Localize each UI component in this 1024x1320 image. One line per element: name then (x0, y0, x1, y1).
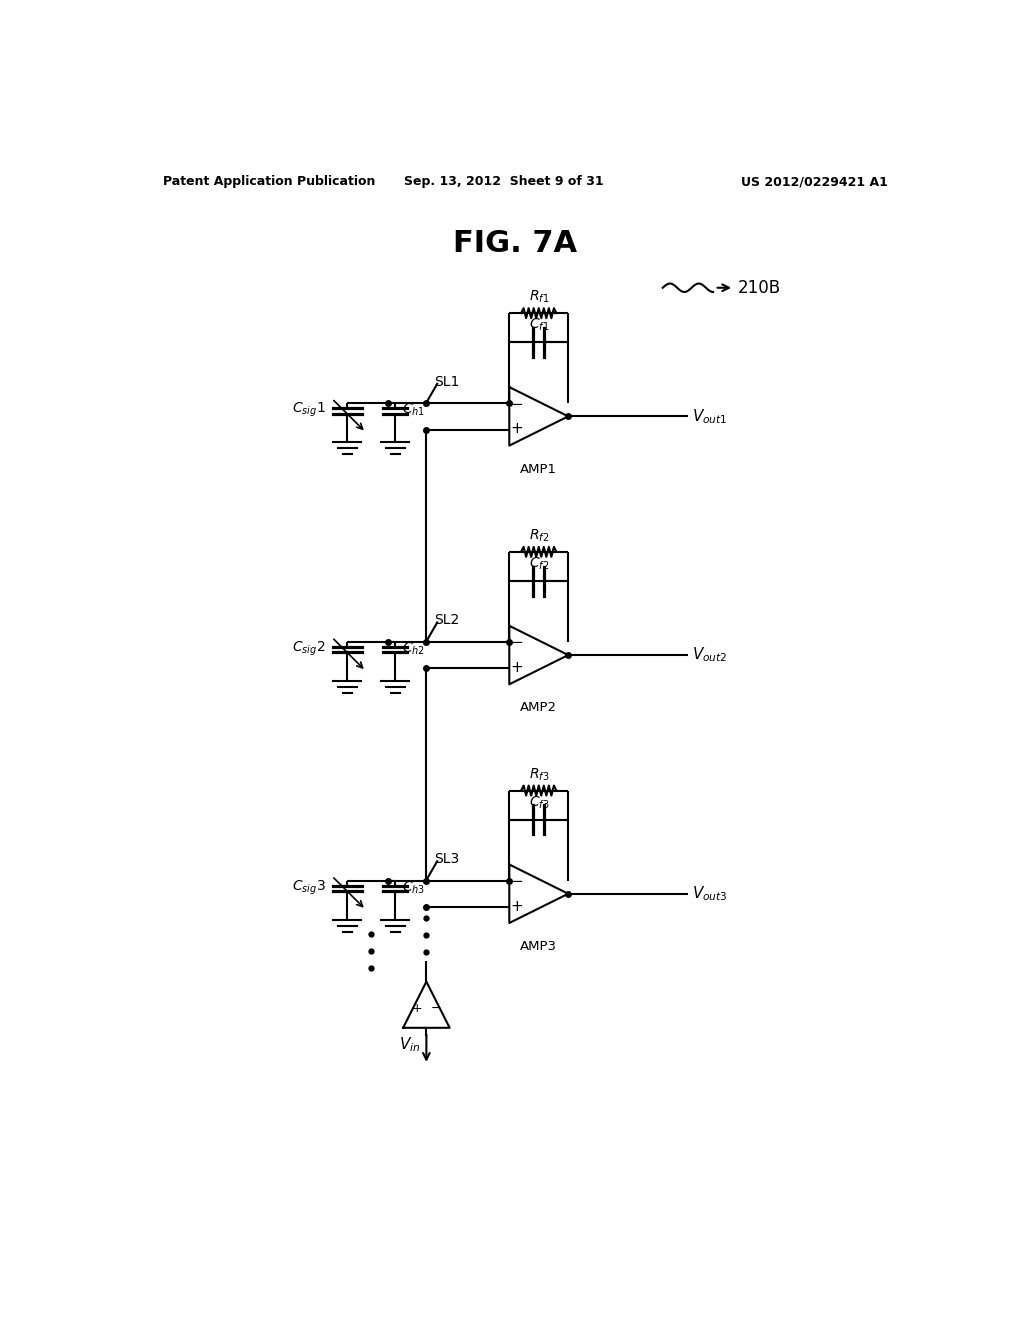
Text: $V_{out1}$: $V_{out1}$ (692, 407, 728, 426)
Text: $C_{h2}$: $C_{h2}$ (401, 640, 425, 657)
Text: $C_{sig}$3: $C_{sig}$3 (292, 878, 326, 896)
Text: $C_{h1}$: $C_{h1}$ (401, 401, 425, 418)
Text: +: + (412, 1002, 422, 1015)
Text: AMP1: AMP1 (520, 462, 557, 475)
Text: Sep. 13, 2012  Sheet 9 of 31: Sep. 13, 2012 Sheet 9 of 31 (404, 176, 604, 187)
Text: −: − (511, 874, 523, 888)
Text: SL1: SL1 (434, 375, 460, 388)
Text: AMP2: AMP2 (520, 701, 557, 714)
Text: $C_{f1}$: $C_{f1}$ (528, 317, 549, 333)
Text: $C_{f3}$: $C_{f3}$ (528, 795, 549, 810)
Text: $C_{sig}$2: $C_{sig}$2 (292, 639, 326, 657)
Text: $V_{out2}$: $V_{out2}$ (692, 645, 728, 664)
Text: US 2012/0229421 A1: US 2012/0229421 A1 (740, 176, 888, 187)
Text: SL2: SL2 (434, 614, 460, 627)
Text: −: − (430, 1002, 441, 1015)
Text: $V_{out3}$: $V_{out3}$ (692, 884, 728, 903)
Text: SL3: SL3 (434, 851, 460, 866)
Text: +: + (511, 421, 523, 436)
Text: −: − (511, 396, 523, 412)
Text: $R_{f1}$: $R_{f1}$ (528, 289, 549, 305)
Text: +: + (511, 899, 523, 913)
Text: $R_{f2}$: $R_{f2}$ (528, 528, 549, 544)
Text: 210B: 210B (738, 279, 781, 297)
Text: Patent Application Publication: Patent Application Publication (163, 176, 375, 187)
Text: $C_{h3}$: $C_{h3}$ (401, 879, 425, 895)
Text: $R_{f3}$: $R_{f3}$ (528, 767, 549, 783)
Text: FIG. 7A: FIG. 7A (454, 228, 578, 257)
Text: $C_{f2}$: $C_{f2}$ (528, 556, 549, 572)
Text: AMP3: AMP3 (520, 940, 557, 953)
Text: $V_{in}$: $V_{in}$ (398, 1035, 420, 1055)
Text: +: + (511, 660, 523, 675)
Text: $C_{sig}$1: $C_{sig}$1 (292, 401, 326, 420)
Text: −: − (511, 635, 523, 651)
